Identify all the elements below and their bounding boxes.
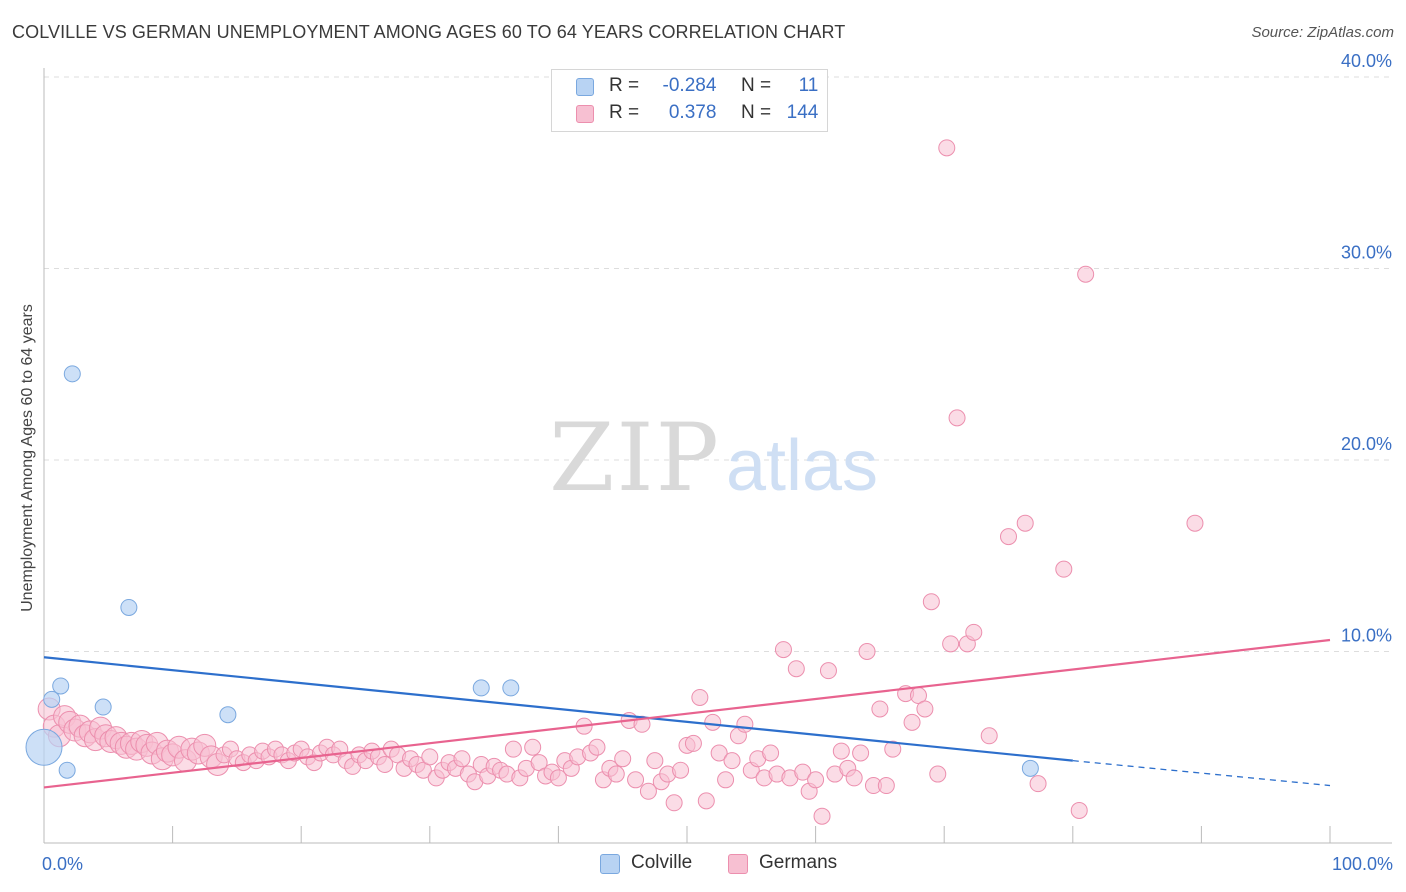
germans-point (942, 635, 960, 653)
germans-point (813, 807, 831, 825)
legend-n-value: 144 (786, 102, 819, 123)
chart-title: COLVILLE VS GERMAN UNEMPLOYMENT AMONG AG… (12, 22, 846, 42)
germans-point (639, 782, 657, 800)
colville-point (43, 690, 61, 708)
legend-n-value: 11 (798, 75, 819, 96)
germans-point (807, 771, 825, 789)
colville-trend-extension (1072, 760, 1331, 787)
germans-point (672, 761, 690, 779)
colville-point (52, 677, 70, 695)
germans-point (1016, 514, 1034, 532)
bottom-legend-label-germans: Germans (759, 852, 838, 873)
germans-point (736, 715, 754, 733)
germans-point (614, 750, 632, 768)
colville-point (219, 706, 237, 724)
germans-point (1070, 801, 1088, 819)
germans-point (965, 623, 983, 641)
legend-r-value: 0.378 (668, 102, 717, 123)
trend-lines (43, 638, 1331, 789)
germans-point (1077, 265, 1095, 283)
colville-point (1021, 759, 1039, 777)
germans-point (1029, 775, 1047, 793)
watermark-atlas: atlas (726, 426, 878, 506)
germans-point (794, 763, 812, 781)
germans-point (922, 593, 940, 611)
colville-point (94, 698, 112, 716)
y-tick-label: 40.0% (1341, 51, 1392, 71)
correlation-legend: R = -0.284 N = 11 R = 0.378 N = 144 (551, 69, 828, 132)
colville-point (25, 728, 63, 766)
watermark-zip: ZIP (549, 404, 721, 513)
legend-r-value: -0.284 (662, 75, 717, 96)
germans-point (948, 409, 966, 427)
germans-point (762, 744, 780, 762)
germans-point (774, 641, 792, 659)
germans-point (524, 738, 542, 756)
germans-trend-line (43, 638, 1331, 789)
germans-point (877, 777, 895, 795)
germans-point (884, 740, 902, 758)
germans-point (980, 727, 998, 745)
germans-point (504, 740, 522, 758)
tick-labels: 10.0% 20.0% 30.0% 40.0% 0.0% 100.0% (42, 51, 1393, 874)
germans-point (819, 662, 837, 680)
germans-point (376, 755, 394, 773)
colville-point (120, 598, 138, 616)
germans-point (691, 688, 709, 706)
germans-point (717, 771, 735, 789)
germans-point (723, 752, 741, 770)
germans-point (1000, 528, 1017, 546)
colville-point (58, 761, 76, 779)
germans-point (832, 742, 850, 760)
germans-point (549, 769, 567, 787)
germans-point (845, 769, 863, 787)
germans-point (697, 792, 715, 810)
y-tick-label: 10.0% (1341, 626, 1392, 646)
germans-point (916, 700, 934, 718)
colville-point (63, 365, 81, 383)
germans-point (421, 748, 439, 766)
germans-point (665, 794, 683, 812)
x-tick-label: 0.0% (42, 854, 83, 874)
germans-point (607, 765, 625, 783)
legend-n-label: N = (740, 75, 772, 96)
germans-point (1186, 514, 1204, 532)
y-tick-label: 20.0% (1341, 434, 1392, 454)
bottom-legend-swatch-colville (600, 854, 620, 874)
colville-trend-line (43, 656, 1073, 762)
watermark: ZIP atlas (549, 404, 878, 513)
colville-point (472, 679, 490, 697)
germans-point (858, 643, 876, 660)
legend-r-label: R = (609, 102, 640, 123)
grid-lines (44, 76, 1392, 652)
germans-point (646, 752, 664, 770)
germans-point (929, 765, 947, 783)
germans-point (704, 713, 722, 731)
legend-r-label: R = (609, 75, 640, 96)
legend-n-label: N = (740, 102, 772, 123)
germans-point (588, 738, 606, 756)
germans-point (871, 700, 889, 718)
colville-points (25, 365, 1039, 779)
germans-point (627, 771, 645, 789)
source-label: Source: ZipAtlas.com (1251, 24, 1394, 41)
legend-swatch-colville (576, 78, 594, 96)
germans-point (710, 744, 728, 762)
germans-point (684, 734, 702, 752)
germans-point (1055, 560, 1073, 578)
bottom-legend-swatch-germans (728, 854, 748, 874)
y-tick-label: 30.0% (1341, 243, 1392, 263)
germans-point (938, 139, 956, 157)
germans-point (453, 750, 471, 768)
legend-swatch-germans (576, 105, 594, 123)
x-tick-label: 100.0% (1332, 854, 1393, 874)
germans-point (903, 713, 921, 731)
bottom-legend-label-colville: Colville (631, 852, 693, 873)
germans-point (852, 744, 870, 762)
germans-points (37, 139, 1204, 825)
colville-point (502, 679, 520, 697)
germans-point (787, 660, 805, 678)
